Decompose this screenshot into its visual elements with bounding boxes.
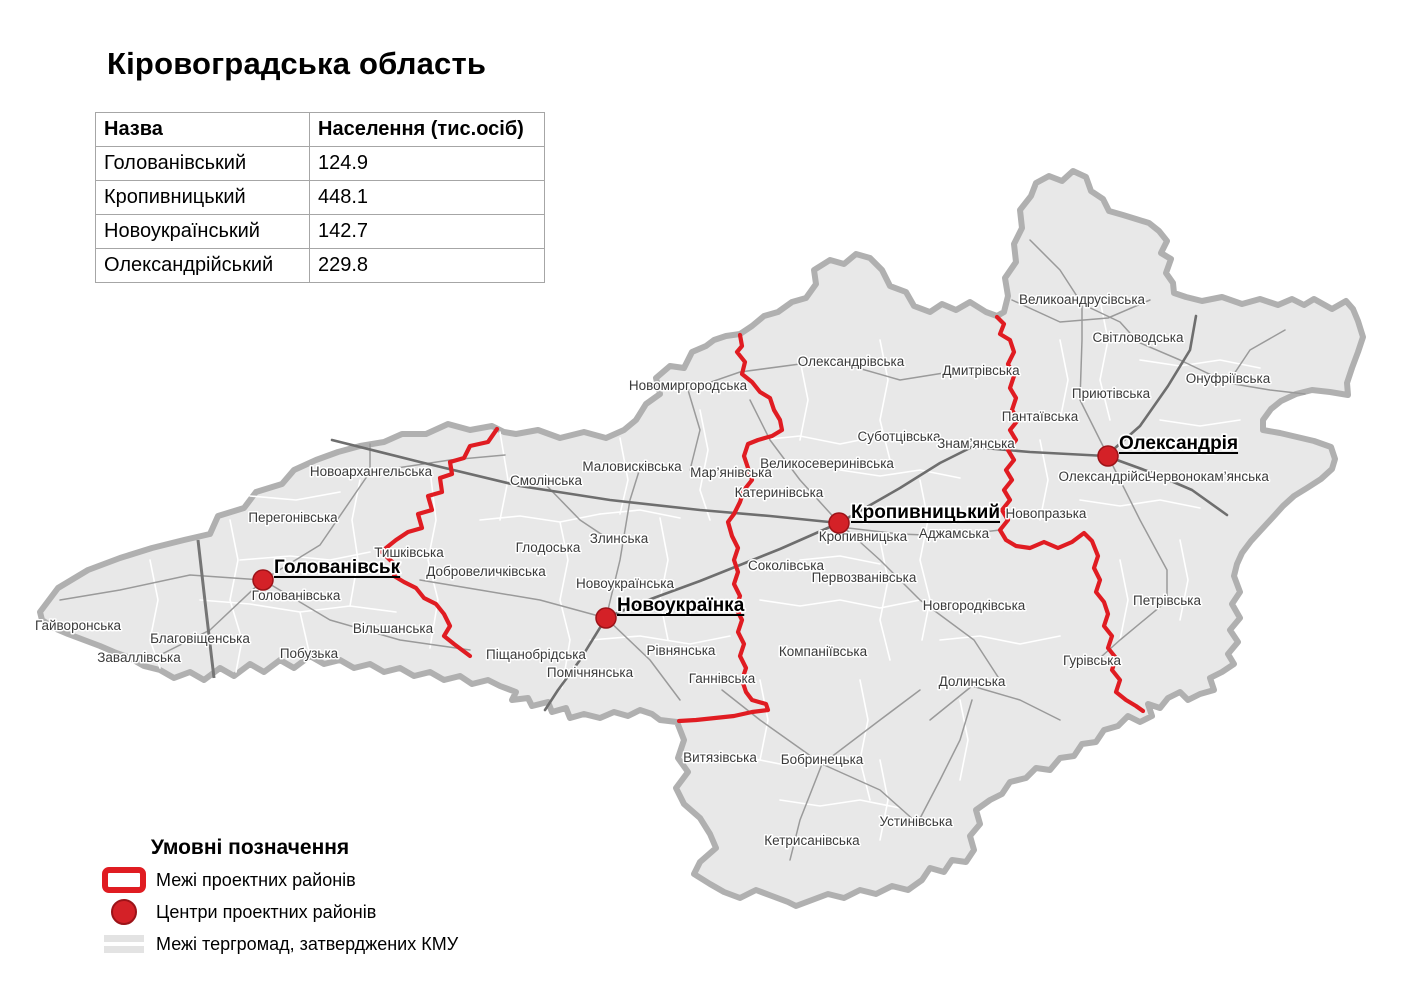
hromada-label: Тишківська (374, 545, 444, 560)
district-center-label: Кропивницький (851, 502, 1000, 523)
hromada-label: Заваллівська (97, 650, 181, 665)
hromada-label: Долинська (939, 674, 1006, 689)
hromada-label: Побузька (280, 646, 339, 661)
hromada-label: Кетрисанівська (764, 833, 860, 848)
hromada-label: Новоархангельська (310, 464, 433, 479)
hromada-label: Олександрійська (1059, 469, 1166, 484)
hromada-label: Добровеличківська (426, 564, 546, 579)
districts-table: Назва Населення (тис.осіб) Голованівськи… (95, 112, 545, 283)
hromada-boundary-symbol (100, 933, 148, 955)
hromada-label: Рівнянська (647, 643, 716, 658)
legend-item-label: Межі тергромад, затверджених КМУ (156, 933, 459, 954)
table-row: Голованівський 124.9 (95, 146, 545, 181)
hromada-label: Знам’янська (937, 436, 1015, 451)
hromada-label: Червонокам’янська (1147, 469, 1269, 484)
district-boundary-symbol (100, 867, 148, 893)
hromada-label: Компаніївська (779, 644, 868, 659)
hromada-label: Великосеверинівська (760, 456, 894, 471)
legend-item-hromada-boundary: Межі тергромад, затверджених КМУ (100, 930, 520, 958)
hromada-label: Онуфріївська (1186, 371, 1271, 386)
hromada-boundaries-layer (149, 299, 1261, 841)
legend-title: Умовні позначення (150, 836, 350, 859)
hromada-label: Злинська (590, 531, 649, 546)
hromada-label: Гайворонська (35, 618, 122, 633)
hromada-label: Ганнівська (689, 671, 756, 686)
hromada-label: Помічнянська (547, 665, 634, 680)
hromada-label: Дмитрівська (942, 363, 1020, 378)
district-center-dot (1097, 445, 1119, 467)
hromada-label: Голованівська (252, 588, 341, 603)
hromada-label: Благовіщенська (150, 631, 250, 646)
district-name-cell: Олександрійський (95, 248, 310, 283)
table-row: Олександрійський 229.8 (95, 248, 545, 283)
hromada-label: Суботцівська (857, 429, 941, 444)
page-title: Кіровоградська область (107, 46, 487, 81)
highways-layer (196, 314, 1229, 712)
legend-item-label: Центри проектних районів (156, 901, 377, 922)
hromada-label: Олександрівська (798, 354, 905, 369)
hromada-label: Піщанобрідська (486, 647, 586, 662)
district-name-cell: Голованівський (95, 146, 310, 181)
district-name-cell: Новоукраїнський (95, 214, 310, 249)
hromada-label: Смолінська (510, 473, 583, 488)
hromada-label: Новопразька (1006, 506, 1087, 521)
hromada-label: Вільшанська (353, 621, 434, 636)
district-center-dot (828, 512, 850, 534)
hromada-label: Новоукраїнська (576, 576, 674, 591)
hromada-label: Великоандрусівська (1019, 292, 1146, 307)
legend-item-district-center: Центри проектних районів (100, 898, 520, 926)
district-population-cell: 142.7 (309, 214, 545, 249)
oblast-shape (37, 168, 1366, 909)
hromada-label: Світловодська (1093, 330, 1184, 345)
legend-item-district-boundary: Межі проектних районів (100, 866, 520, 894)
district-center-dot (595, 607, 617, 629)
hromada-label: Новомиргородська (629, 378, 748, 393)
hromada-label: Первозванівська (812, 570, 917, 585)
roads-layer (59, 239, 1306, 861)
table-row: Кропивницький 448.1 (95, 180, 545, 215)
district-name-cell: Кропивницький (95, 180, 310, 215)
district-population-cell: 124.9 (309, 146, 545, 181)
hromada-label: Новгородківська (923, 598, 1026, 613)
hromada-label: Витязівська (683, 750, 757, 765)
hromada-label: Бобринецька (781, 752, 864, 767)
district-center-dot (252, 569, 274, 591)
legend: Умовні позначення Межі проектних районів… (100, 836, 520, 962)
hromada-label: Соколівська (748, 558, 824, 573)
hromada-label: Устинівська (879, 814, 953, 829)
table-header-row: Назва Населення (тис.осіб) (95, 112, 545, 147)
hromada-label: Катеринівська (735, 485, 824, 500)
hromada-label: Приютівська (1072, 386, 1151, 401)
legend-item-label: Межі проектних районів (156, 869, 356, 890)
district-boundaries-layer (379, 314, 1146, 724)
hromada-label: Маловисківська (582, 459, 682, 474)
district-center-label: Олександрія (1119, 433, 1238, 454)
hromada-label: Мар’янівська (690, 465, 772, 480)
hromada-label: Глодоська (516, 540, 581, 555)
hromada-label: Перегонівська (248, 510, 338, 525)
map-labels-layer: Гайворонська Заваллівська Благовіщенська По… (33, 291, 1272, 850)
district-population-cell: 448.1 (309, 180, 545, 215)
hromada-label: Аджамська (919, 526, 990, 541)
table-header-name: Назва (95, 112, 310, 147)
district-population-cell: 229.8 (309, 248, 545, 283)
table-row: Новоукраїнський 142.7 (95, 214, 545, 249)
hromada-label: Гурівська (1063, 653, 1122, 668)
district-center-label: Голованівськ (274, 557, 401, 578)
hromada-label: Петрівська (1133, 593, 1201, 608)
district-center-label: Новоукраїнка (617, 595, 745, 616)
district-center-symbol (100, 899, 148, 925)
hromada-label: Пантаївська (1002, 409, 1079, 424)
